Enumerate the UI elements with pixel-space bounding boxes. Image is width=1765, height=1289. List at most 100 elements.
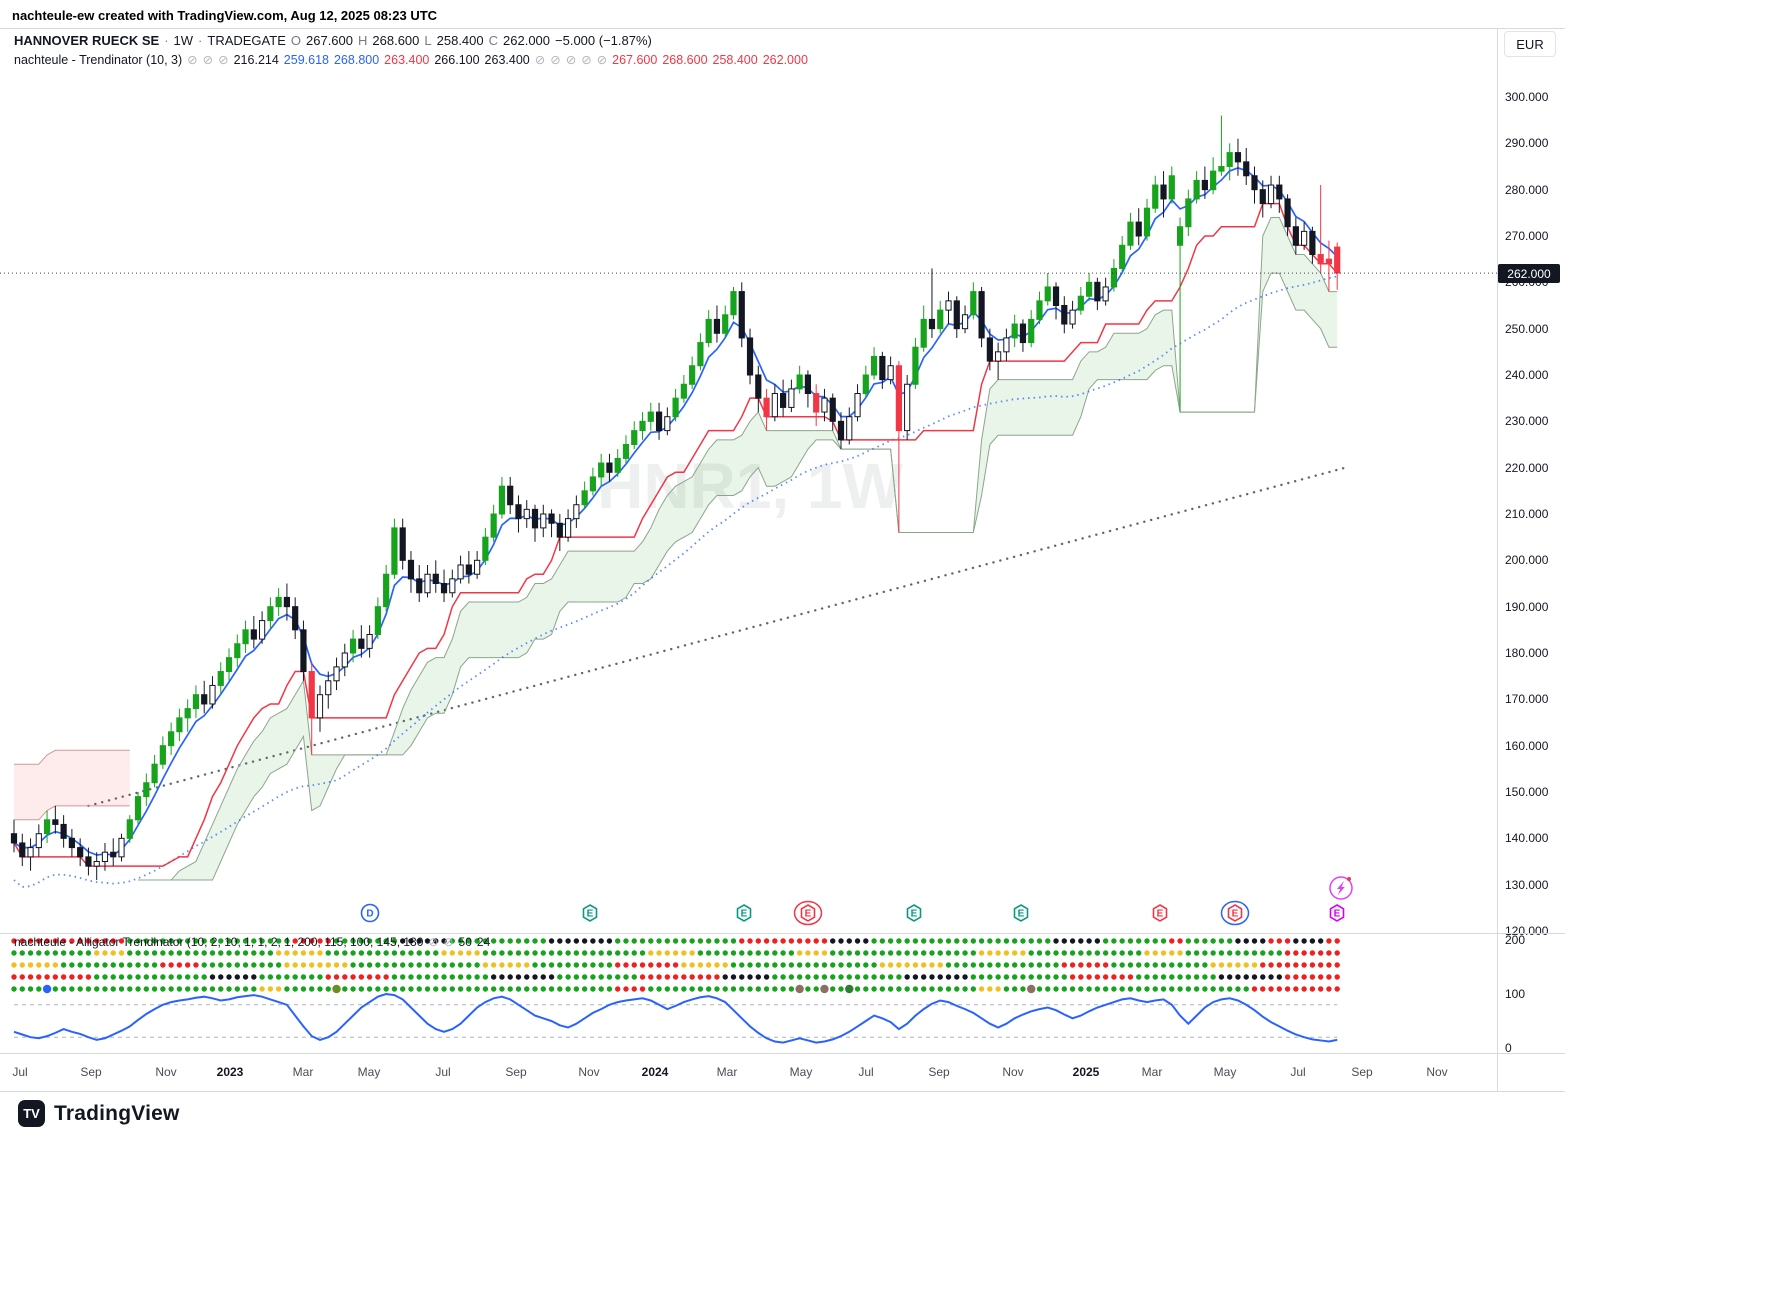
time-tick-label: May — [789, 1065, 813, 1079]
axis-separator-vertical — [1497, 28, 1498, 1091]
legend-text: · — [164, 33, 169, 48]
toggle-visibility-icon[interactable]: ⊘ — [534, 53, 546, 67]
low-value: 258.400 — [436, 33, 484, 48]
price-tick-label: 180.000 — [1505, 645, 1549, 660]
time-tick-label: 2025 — [1072, 1065, 1100, 1079]
legend-text: L — [424, 33, 432, 48]
legend-text: C — [488, 33, 499, 48]
toggle-visibility-icon[interactable]: ⊘ — [202, 53, 214, 67]
time-tick-label: Mar — [1141, 1065, 1163, 1079]
indicator-value: 259.618 — [283, 52, 329, 67]
price-tick-label: 170.000 — [1505, 692, 1549, 707]
indicator-value: 258.400 — [712, 52, 758, 67]
svg-text:E: E — [1334, 909, 1341, 920]
price-tick-label: 220.000 — [1505, 460, 1549, 475]
exchange: TRADEGATE — [207, 33, 286, 48]
currency-button[interactable]: EUR — [1504, 31, 1556, 57]
trailing-stop-line — [13, 202, 1338, 867]
lower-indicator-value: 24 — [476, 935, 491, 949]
candlestick-series — [10, 115, 1341, 881]
price-chart-pane[interactable]: HNR1, 1WD E E E E E E E E — [0, 28, 1497, 933]
time-tick-label: Sep — [80, 1065, 102, 1079]
time-tick-label: Sep — [505, 1065, 527, 1079]
current-price-tag: 262.000 — [1498, 264, 1560, 284]
change-value: −5.000 (−1.87%) — [555, 33, 652, 48]
tradingview-logo[interactable]: TV TradingView — [18, 1100, 180, 1127]
indicator-value: 263.400 — [484, 52, 530, 67]
high-value: 268.600 — [372, 33, 420, 48]
trend-cloud — [14, 216, 1338, 881]
svg-text:D: D — [366, 909, 373, 920]
indicator-value: 268.800 — [333, 52, 380, 67]
toggle-visibility-icon[interactable]: ⊘ — [428, 935, 439, 949]
price-tick-label: 200.000 — [1505, 553, 1549, 568]
legend-text: H — [358, 33, 368, 48]
attribution-note: nachteule-ew created with TradingView.co… — [12, 8, 438, 23]
indicator-value: 267.600 — [612, 52, 658, 67]
svg-text:E: E — [1157, 909, 1164, 920]
lightning-badge — [1329, 876, 1353, 900]
indicator-tick-label: 0 — [1505, 1041, 1512, 1055]
time-tick-label: May — [357, 1065, 381, 1079]
timeframe: 1W — [173, 33, 194, 48]
toggle-visibility-icon[interactable]: ⊘ — [187, 53, 198, 67]
toggle-visibility-icon[interactable]: ⊘ — [565, 53, 577, 67]
pane-separator — [0, 28, 1565, 29]
price-tick-label: 140.000 — [1505, 831, 1549, 846]
time-axis[interactable]: Jul Sep Nov 2023 Mar May Jul Sep Nov 2024 Mar May Ju… — [0, 1057, 1565, 1087]
price-tick-label: 230.000 — [1505, 414, 1549, 429]
symbol-name: HANNOVER RUECK SE — [14, 33, 160, 48]
time-tick-label: Nov — [1002, 1065, 1024, 1079]
price-tick-label: 160.000 — [1505, 738, 1549, 753]
price-tick-label: 290.000 — [1505, 136, 1549, 151]
lower-indicator-title: nachteule - Alligator Trendinator (10, 2… — [14, 935, 424, 949]
toggle-visibility-icon[interactable]: ⊘ — [581, 53, 592, 67]
price-tick-label: 120.000 — [1505, 923, 1549, 938]
indicator-value: 216.214 — [233, 52, 279, 67]
indicator-value: 266.100 — [434, 52, 480, 67]
toggle-visibility-icon[interactable]: ⊘ — [443, 935, 454, 949]
time-tick-label: Mar — [292, 1065, 314, 1079]
open-value: 267.600 — [306, 33, 353, 48]
price-tick-label: 280.000 — [1505, 182, 1549, 197]
time-tick-label: Jul — [12, 1065, 28, 1079]
oscillator-line — [13, 992, 1338, 1044]
price-tick-label: 240.000 — [1505, 367, 1549, 382]
price-tick-label: 130.000 — [1505, 877, 1549, 892]
time-tick-label: 2024 — [641, 1065, 669, 1079]
time-tick-label: 2023 — [216, 1065, 244, 1079]
indicator-tick-label: 100 — [1505, 987, 1526, 1001]
price-tick-label: 210.000 — [1505, 506, 1549, 521]
time-tick-label: Jul — [435, 1065, 451, 1079]
time-tick-label: Sep — [928, 1065, 950, 1079]
signal-dot-grid — [11, 938, 1340, 995]
svg-text:E: E — [805, 909, 812, 920]
svg-text:E: E — [1018, 909, 1025, 920]
time-tick-label: Nov — [578, 1065, 600, 1079]
price-axis[interactable]: 300.000290.000280.000270.000260.000250.0… — [1498, 28, 1564, 1055]
indicator-value: 262.000 — [762, 52, 808, 67]
time-tick-label: May — [1213, 1065, 1237, 1079]
pane-separator — [0, 1053, 1565, 1054]
lower-indicator-legend: nachteule - Alligator Trendinator (10, 2… — [14, 935, 490, 949]
tradingview-logo-text: TradingView — [54, 1101, 180, 1125]
baseline-dotted-line — [13, 275, 1338, 888]
price-tick-label: 150.000 — [1505, 784, 1549, 799]
svg-text:E: E — [741, 909, 748, 920]
legend-text: · — [198, 33, 203, 48]
indicator-value: 263.400 — [384, 52, 430, 67]
time-tick-label: Nov — [1426, 1065, 1448, 1079]
time-tick-label: Jul — [1290, 1065, 1306, 1079]
toggle-visibility-icon[interactable]: ⊘ — [218, 53, 229, 67]
svg-text:E: E — [1232, 909, 1239, 920]
svg-text:E: E — [911, 909, 918, 920]
pane-separator — [0, 1091, 1565, 1092]
indicator-pane[interactable] — [0, 933, 1497, 1053]
time-tick-label: Nov — [155, 1065, 177, 1079]
toggle-visibility-icon[interactable]: ⊘ — [596, 53, 608, 67]
price-tick-label: 300.000 — [1505, 90, 1549, 104]
toggle-visibility-icon[interactable]: ⊘ — [550, 53, 561, 67]
pane-separator — [0, 933, 1565, 934]
